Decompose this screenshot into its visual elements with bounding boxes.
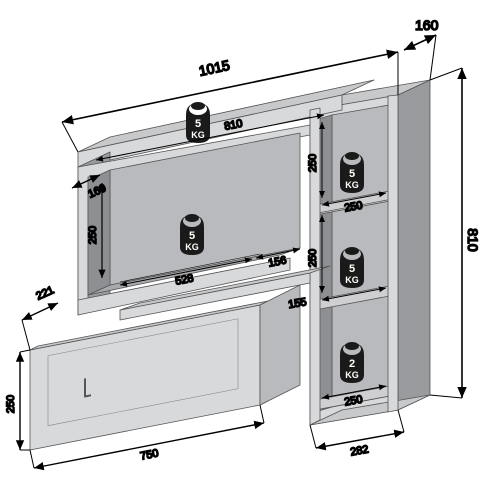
weight-value: 5	[189, 230, 195, 242]
weight-value: 5	[195, 118, 201, 130]
weight-badge-1: 5 KG	[186, 102, 210, 143]
dim-rc-h1: 250	[307, 154, 319, 172]
dim-overall-height: 810	[465, 228, 481, 252]
weight-value: 5	[349, 168, 355, 180]
dim-overall-width: 1015	[197, 57, 231, 79]
dim-depth-top: 160	[415, 17, 439, 33]
dim-rc-h2: 250	[307, 249, 319, 267]
weight-value: 5	[349, 263, 355, 275]
dim-750: 750	[139, 447, 159, 462]
weight-unit: KG	[185, 242, 199, 252]
dim-155: 155	[287, 296, 307, 311]
dim-221: 221	[34, 284, 56, 302]
weight-unit: KG	[345, 275, 359, 285]
dim-door-h: 250	[5, 395, 17, 413]
dim-upper-h: 250	[87, 226, 99, 244]
weight-unit: KG	[345, 180, 359, 190]
weight-unit: KG	[345, 370, 359, 380]
shelf-unit	[30, 80, 430, 450]
technical-diagram: 5 KG 5 KG 5 KG 5 KG 2 KG	[0, 0, 500, 500]
dim-282: 282	[349, 444, 369, 459]
weight-value: 2	[349, 358, 355, 370]
